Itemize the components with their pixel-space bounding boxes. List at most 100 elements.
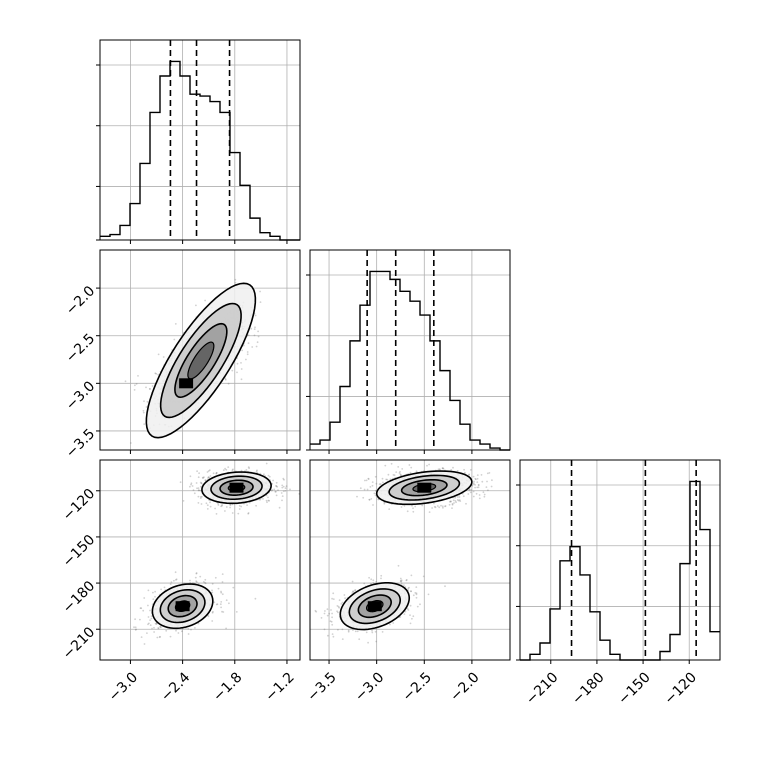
scatter-point	[281, 484, 284, 487]
scatter-point	[469, 491, 472, 494]
scatter-point	[220, 606, 223, 609]
scatter-point	[212, 472, 215, 475]
scatter-point	[331, 612, 333, 615]
scatter-point	[444, 505, 447, 507]
scatter-point	[206, 508, 209, 510]
scatter-point	[456, 470, 459, 472]
x-tick-label: −120	[661, 669, 700, 708]
scatter-point	[256, 341, 259, 344]
scatter-point	[246, 353, 249, 356]
scatter-point	[323, 612, 326, 615]
scatter-point	[155, 372, 158, 375]
histogram-step-line	[100, 60, 300, 241]
scatter-point	[407, 609, 410, 611]
scatter-point	[231, 369, 234, 372]
scatter-point	[341, 628, 344, 631]
y-tick-label: −150	[60, 532, 99, 571]
scatter-point	[476, 477, 479, 480]
scatter-point	[133, 389, 136, 391]
density-core	[179, 378, 194, 389]
scatter-point	[234, 278, 237, 281]
scatter-point	[467, 493, 470, 495]
scatter-point	[477, 483, 480, 486]
scatter-point	[442, 467, 445, 470]
scatter-point	[274, 490, 277, 493]
scatter-point	[387, 473, 390, 476]
scatter-point	[211, 582, 214, 585]
scatter-point	[374, 630, 377, 633]
scatter-point	[153, 626, 155, 629]
scatter-point	[158, 636, 161, 638]
scatter-point	[478, 497, 481, 500]
scatter-panel-3	[309, 459, 511, 664]
scatter-point	[163, 586, 166, 589]
x-tick-label: −1.2	[262, 669, 297, 704]
scatter-point	[483, 493, 486, 496]
scatter-point	[199, 485, 202, 488]
scatter-point	[259, 301, 262, 303]
scatter-point	[124, 380, 127, 383]
scatter-point	[481, 480, 484, 483]
scatter-point	[315, 610, 318, 613]
scatter-point	[276, 485, 278, 488]
scatter-point	[247, 334, 250, 336]
scatter-point	[410, 574, 413, 577]
scatter-point	[472, 475, 475, 478]
scatter-point	[337, 605, 340, 608]
y-tick-label: −2.5	[63, 331, 98, 366]
scatter-point	[400, 583, 403, 585]
scatter-point	[221, 504, 224, 506]
scatter-point	[221, 573, 224, 575]
scatter-point	[154, 372, 157, 375]
scatter-point	[220, 590, 222, 593]
scatter-point	[190, 483, 192, 486]
scatter-point	[205, 502, 208, 505]
scatter-point	[285, 485, 288, 488]
scatter-point	[362, 496, 365, 499]
scatter-point	[275, 485, 277, 487]
x-tick-label: −210	[523, 669, 562, 708]
scatter-point	[344, 597, 346, 600]
scatter-point	[173, 338, 176, 341]
scatter-point	[238, 508, 241, 510]
scatter-point	[367, 477, 370, 480]
scatter-point	[351, 580, 354, 583]
scatter-point	[254, 326, 256, 329]
scatter-point	[255, 504, 257, 507]
scatter-point	[415, 592, 418, 595]
scatter-point	[262, 498, 264, 500]
scatter-point	[465, 502, 467, 505]
scatter-point	[363, 582, 366, 585]
scatter-point	[215, 603, 218, 606]
scatter-point	[373, 492, 376, 495]
scatter-point	[154, 590, 157, 593]
scatter-point	[195, 572, 198, 574]
histogram-panel-2	[306, 249, 511, 454]
scatter-point	[370, 582, 372, 585]
scatter-point	[193, 492, 196, 495]
scatter-point	[194, 627, 196, 629]
scatter-point	[169, 635, 172, 638]
scatter-point	[438, 468, 441, 470]
scatter-point	[197, 582, 200, 585]
scatter-point	[338, 606, 340, 609]
scatter-point	[422, 575, 425, 578]
scatter-point	[154, 622, 157, 625]
scatter-point	[146, 400, 149, 403]
scatter-point	[281, 486, 284, 489]
scatter-point	[257, 330, 259, 333]
scatter-point	[189, 475, 192, 478]
scatter-point	[365, 479, 368, 482]
scatter-point	[199, 497, 202, 499]
x-tick-label: −3.0	[106, 669, 141, 704]
scatter-point	[135, 628, 138, 631]
scatter-point	[336, 610, 338, 613]
scatter-point	[228, 602, 230, 605]
scatter-point	[351, 590, 354, 593]
scatter-point	[259, 290, 261, 293]
scatter-point	[336, 605, 339, 607]
scatter-point	[488, 472, 491, 474]
scatter-point	[268, 499, 270, 502]
y-tick-label: −120	[60, 486, 99, 525]
scatter-point	[240, 469, 243, 472]
